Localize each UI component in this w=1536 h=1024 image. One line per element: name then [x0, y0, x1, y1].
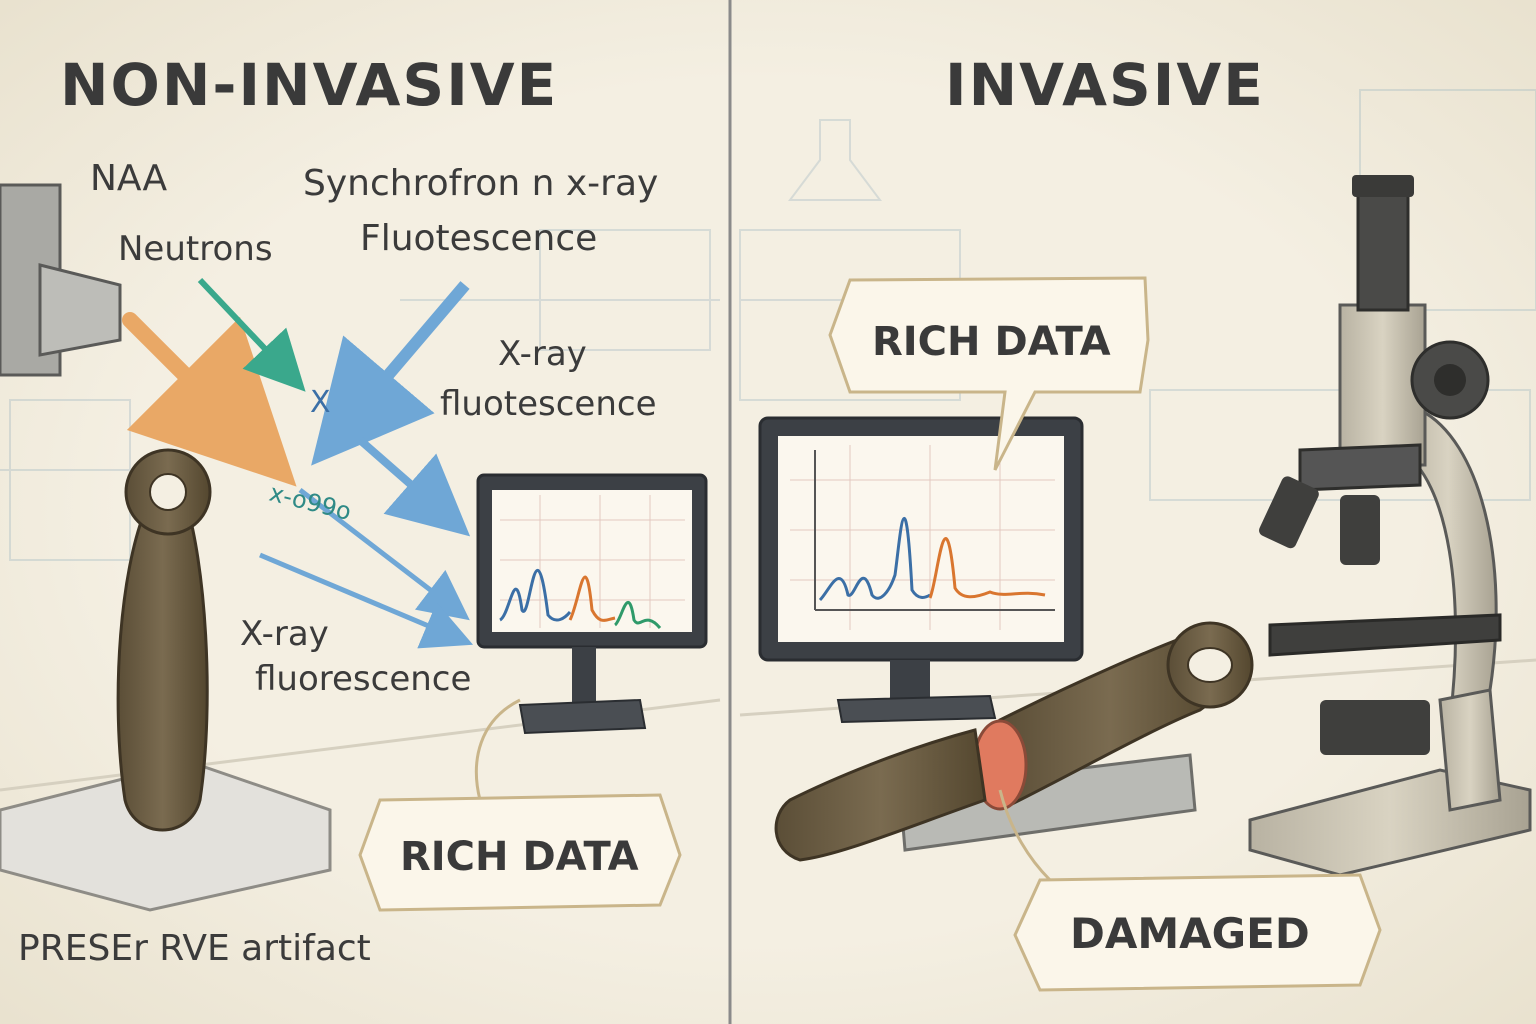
beam-mark-x: X: [310, 385, 331, 420]
right-rich-data-text: RICH DATA: [872, 319, 1111, 365]
damaged-callout: [998, 789, 1382, 992]
neutrons-label: Neutrons: [118, 229, 273, 269]
right-panel: [739, 89, 1536, 992]
beam-source-instrument: [0, 183, 122, 377]
synchrotron-label-line2: Fluotescence: [360, 218, 597, 259]
right-rich-data-callout: [828, 276, 1150, 471]
left-spectrum-orange: [568, 575, 616, 622]
right-spectrum-orange: [928, 537, 1046, 599]
synchrotron-label-line1: Synchrofron n x-ray: [303, 163, 658, 204]
right-monitor: [758, 416, 1084, 724]
damaged-artifact: [774, 621, 1254, 862]
blue-arrow-lower-1: [298, 488, 470, 621]
microscope: [1248, 175, 1532, 877]
xray-left-label-line1: X-ray: [240, 614, 329, 654]
xray-right-label-line2: fluotescence: [440, 384, 657, 424]
blue-arrow-to-monitor: [357, 436, 471, 537]
naa-label: NAA: [90, 158, 168, 199]
teal-arrow: [197, 277, 306, 392]
damaged-text: DAMAGED: [1070, 909, 1310, 958]
left-rich-data-callout: [358, 698, 682, 912]
left-title: NON-INVASIVE: [60, 51, 558, 119]
left-monitor: [476, 473, 708, 735]
preserved-artifact: [0, 448, 332, 912]
left-spectrum-blue: [498, 568, 572, 622]
right-spectrum-blue: [818, 517, 931, 602]
preserve-artifact-caption: PRESEr RVE artifact: [18, 928, 371, 969]
orange-arrow: [122, 312, 297, 487]
beam-arrows: [122, 277, 474, 649]
blue-arrow-lower-2: [259, 552, 474, 649]
left-spectrum-green: [613, 600, 662, 630]
xray-right-label-line1: X-ray: [498, 334, 587, 374]
left-panel: [0, 183, 721, 912]
blue-arrow-incoming: [311, 281, 470, 466]
right-title: INVASIVE: [945, 51, 1265, 119]
left-rich-data-text: RICH DATA: [400, 834, 639, 880]
xray-left-label-line2: fluorescence: [255, 659, 471, 699]
